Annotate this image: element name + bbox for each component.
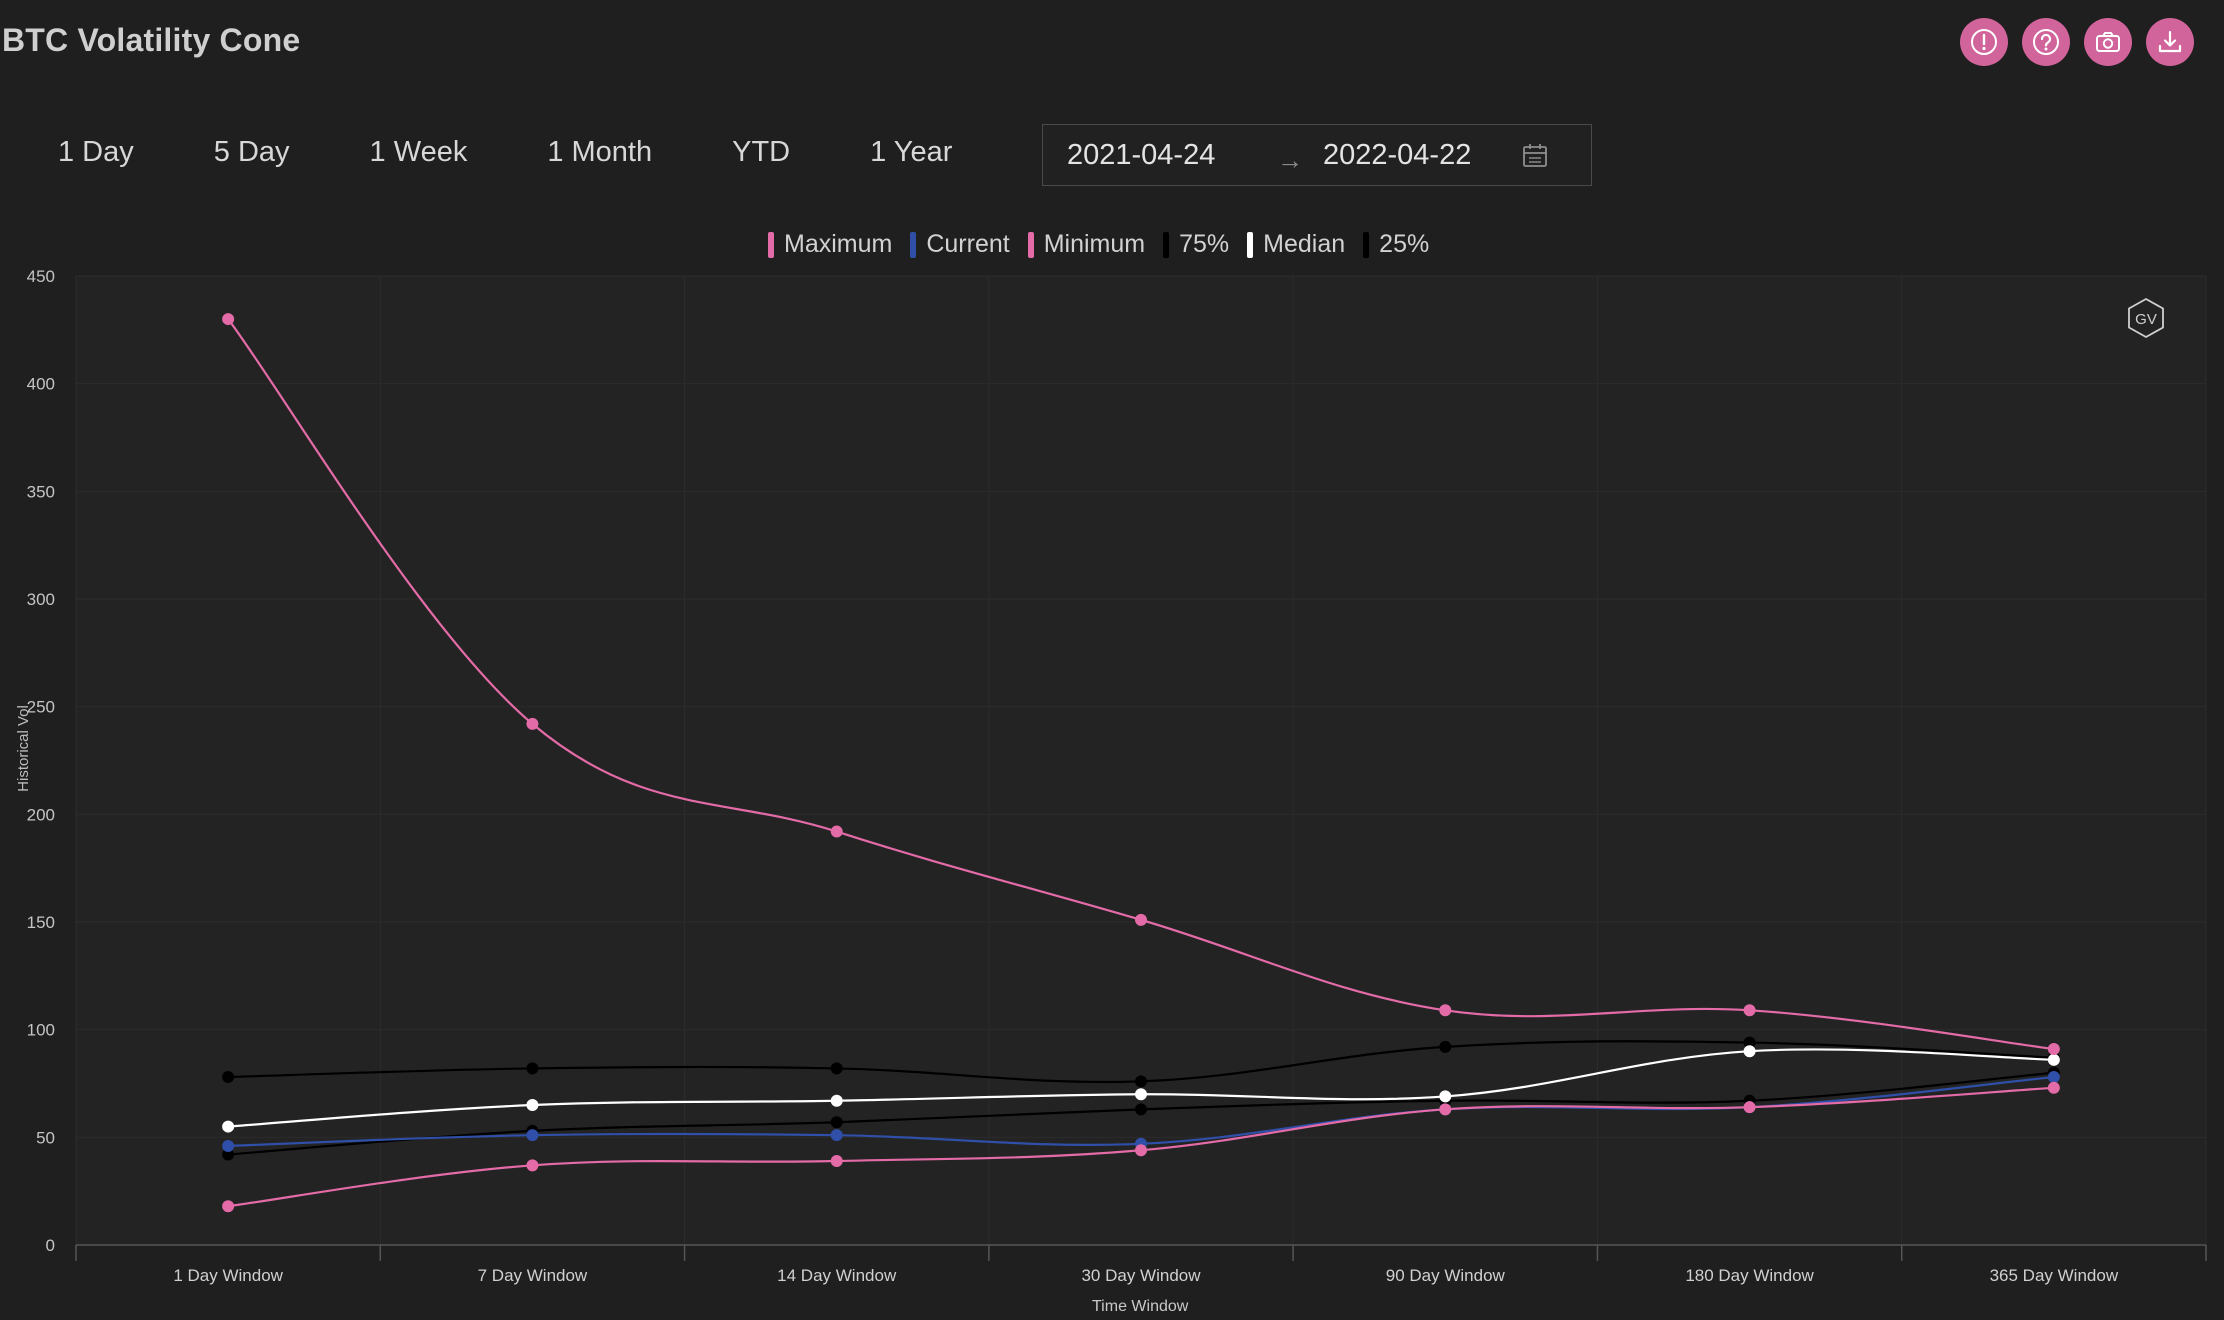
x-tick-label: 90 Day Window bbox=[1386, 1266, 1506, 1285]
data-point-minimum[interactable] bbox=[1743, 1101, 1756, 1114]
data-point-75[interactable] bbox=[526, 1062, 539, 1075]
x-tick-label: 1 Day Window bbox=[173, 1266, 283, 1285]
legend-item-75[interactable]: 75% bbox=[1163, 230, 1229, 259]
legend-swatch-median bbox=[1247, 231, 1254, 258]
data-point-maximum[interactable] bbox=[1743, 1004, 1756, 1017]
range-5-day[interactable]: 5 Day bbox=[213, 136, 290, 168]
download-button[interactable] bbox=[2146, 18, 2194, 66]
data-point-maximum[interactable] bbox=[2047, 1043, 2060, 1056]
legend-label: 75% bbox=[1179, 230, 1230, 258]
data-point-minimum[interactable] bbox=[526, 1159, 539, 1172]
range-1-day[interactable]: 1 Day bbox=[58, 136, 134, 168]
data-point-minimum[interactable] bbox=[1135, 1144, 1147, 1157]
y-tick-label: 250 bbox=[27, 698, 55, 717]
data-point-median[interactable] bbox=[222, 1120, 235, 1133]
legend-label: Maximum bbox=[784, 230, 893, 258]
range-ytd[interactable]: YTD bbox=[732, 136, 791, 168]
y-tick-label: 0 bbox=[46, 1236, 55, 1255]
data-point-median[interactable] bbox=[1439, 1090, 1452, 1103]
question-circle-icon bbox=[2033, 29, 2059, 55]
data-point-75[interactable] bbox=[222, 1071, 235, 1084]
x-tick-label: 365 Day Window bbox=[1990, 1266, 2119, 1285]
range-1-year[interactable]: 1 Year bbox=[870, 136, 953, 168]
help-button[interactable] bbox=[2022, 18, 2070, 66]
data-point-maximum[interactable] bbox=[830, 825, 843, 838]
legend-item-minimum[interactable]: Minimum bbox=[1027, 230, 1146, 259]
y-tick-label: 350 bbox=[27, 482, 55, 501]
data-point-current[interactable] bbox=[222, 1139, 235, 1152]
data-point-minimum[interactable] bbox=[1439, 1103, 1452, 1116]
legend-swatch-current bbox=[910, 231, 917, 258]
data-point-median[interactable] bbox=[2047, 1053, 2060, 1066]
end-date-input[interactable] bbox=[1323, 139, 1523, 172]
data-point-75[interactable] bbox=[830, 1062, 843, 1075]
legend-label: 25% bbox=[1379, 230, 1430, 258]
data-point-minimum[interactable] bbox=[222, 1200, 235, 1213]
legend-item-25[interactable]: 25% bbox=[1363, 230, 1429, 259]
data-point-current[interactable] bbox=[830, 1129, 843, 1142]
data-point-minimum[interactable] bbox=[2047, 1081, 2060, 1094]
watermark-logo: GV bbox=[2128, 297, 2164, 339]
legend-label: Minimum bbox=[1043, 230, 1146, 258]
data-point-maximum[interactable] bbox=[1439, 1004, 1452, 1017]
info-button[interactable] bbox=[1960, 18, 2008, 66]
data-point-current[interactable] bbox=[2047, 1071, 2060, 1084]
legend-swatch-75 bbox=[1163, 231, 1170, 258]
calendar-icon[interactable] bbox=[1521, 142, 1549, 170]
download-icon bbox=[2158, 30, 2182, 53]
y-tick-label: 450 bbox=[27, 267, 55, 286]
legend-item-current[interactable]: Current bbox=[910, 230, 1010, 259]
legend-label: Current bbox=[926, 230, 1010, 258]
x-tick-label: 14 Day Window bbox=[777, 1266, 897, 1285]
data-point-median[interactable] bbox=[1743, 1045, 1756, 1058]
range-1-month[interactable]: 1 Month bbox=[547, 136, 653, 168]
x-axis-title: Time Window bbox=[1092, 1298, 1189, 1315]
toolbar bbox=[1960, 18, 2194, 66]
legend-swatch-25 bbox=[1363, 231, 1370, 258]
chart-legend: Maximum Current Minimum 75% Median 25% bbox=[768, 230, 1429, 259]
data-point-25[interactable] bbox=[830, 1116, 843, 1129]
legend-swatch-minimum bbox=[1027, 231, 1034, 258]
camera-icon bbox=[2096, 32, 2120, 52]
data-point-75[interactable] bbox=[1135, 1075, 1147, 1088]
y-axis-title: Historical Vol bbox=[14, 705, 32, 792]
start-date-input[interactable] bbox=[1067, 139, 1267, 172]
data-point-maximum[interactable] bbox=[526, 717, 539, 730]
data-point-median[interactable] bbox=[526, 1099, 539, 1112]
x-tick-label: 7 Day Window bbox=[478, 1266, 588, 1285]
y-tick-label: 200 bbox=[27, 805, 55, 824]
data-point-75[interactable] bbox=[1439, 1040, 1452, 1053]
y-tick-label: 50 bbox=[36, 1128, 55, 1147]
y-tick-label: 300 bbox=[27, 590, 55, 609]
data-point-median[interactable] bbox=[1135, 1088, 1147, 1101]
range-1-week[interactable]: 1 Week bbox=[369, 136, 468, 168]
date-range-picker[interactable]: → bbox=[1042, 124, 1592, 186]
data-point-maximum[interactable] bbox=[1135, 913, 1147, 926]
range-selector: 1 Day 5 Day 1 Week 1 Month YTD 1 Year bbox=[58, 136, 1048, 169]
data-point-25[interactable] bbox=[1135, 1103, 1147, 1116]
legend-label: Median bbox=[1263, 230, 1346, 258]
legend-item-median[interactable]: Median bbox=[1247, 230, 1345, 259]
y-tick-label: 100 bbox=[27, 1021, 55, 1040]
data-point-maximum[interactable] bbox=[222, 313, 235, 326]
watermark-text: GV bbox=[2135, 311, 2157, 328]
x-tick-label: 180 Day Window bbox=[1685, 1266, 1814, 1285]
data-point-median[interactable] bbox=[830, 1094, 843, 1107]
x-tick-label: 30 Day Window bbox=[1081, 1266, 1201, 1285]
screenshot-button[interactable] bbox=[2084, 18, 2132, 66]
y-tick-label: 150 bbox=[27, 913, 55, 932]
y-tick-label: 400 bbox=[27, 375, 55, 394]
legend-swatch-maximum bbox=[768, 231, 774, 258]
exclamation-circle-icon bbox=[1971, 29, 1997, 55]
data-point-current[interactable] bbox=[526, 1129, 539, 1142]
page-title: BTC Volatility Cone bbox=[2, 22, 301, 58]
legend-item-maximum[interactable]: Maximum bbox=[768, 230, 892, 259]
date-separator: → bbox=[1277, 145, 1303, 175]
data-point-minimum[interactable] bbox=[830, 1155, 843, 1168]
